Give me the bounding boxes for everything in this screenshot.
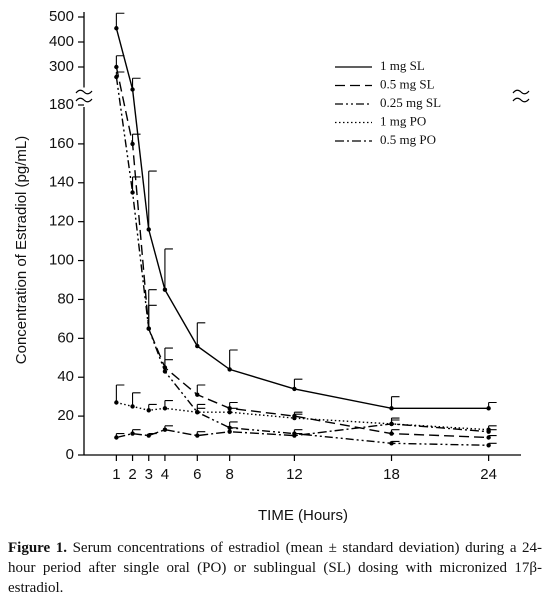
- data-point: [227, 410, 232, 415]
- error-bar: [164, 248, 173, 290]
- data-point: [130, 141, 135, 147]
- y-tick-label: 500: [49, 8, 74, 25]
- error-bar: [115, 12, 125, 29]
- error-bar: [229, 349, 238, 370]
- error-bar: [164, 347, 173, 368]
- legend-label: 0.25 mg SL: [380, 95, 441, 110]
- error-bar: [148, 170, 157, 230]
- data-point: [389, 421, 394, 427]
- data-point: [486, 429, 491, 434]
- series-line: [115, 66, 489, 439]
- data-point: [114, 26, 119, 31]
- data-point: [114, 435, 119, 440]
- y-tick-label: 160: [49, 135, 74, 152]
- data-point: [162, 287, 168, 292]
- y-tick-label: 180: [49, 96, 74, 113]
- y-tick-label: 120: [49, 213, 74, 230]
- data-point: [389, 441, 394, 446]
- legend-label: 0.5 mg PO: [380, 132, 436, 147]
- x-tick-label: 24: [480, 466, 497, 483]
- data-point: [292, 433, 297, 438]
- y-tick-label: 140: [49, 174, 74, 191]
- data-point: [486, 443, 491, 448]
- error-bar: [132, 176, 141, 193]
- data-point: [227, 367, 232, 372]
- y-tick-label: 100: [49, 252, 74, 269]
- error-bar: [132, 392, 141, 407]
- x-tick-label: 12: [286, 466, 303, 483]
- x-tick-label: 8: [225, 466, 233, 483]
- data-point: [146, 433, 151, 438]
- data-point: [486, 435, 491, 440]
- error-bar: [148, 304, 157, 329]
- data-point: [195, 343, 200, 349]
- data-point: [486, 406, 491, 411]
- x-tick-label: 1: [112, 466, 120, 483]
- data-point: [195, 410, 200, 415]
- data-point: [114, 400, 119, 405]
- x-tick-label: 3: [145, 466, 153, 483]
- y-tick-label: 400: [49, 33, 74, 50]
- x-tick-label: 2: [128, 466, 136, 483]
- data-point: [146, 227, 151, 232]
- caption: Figure 1. Serum concentrations of estrad…: [8, 538, 542, 598]
- data-point: [292, 415, 297, 421]
- data-point: [130, 404, 135, 409]
- data-point: [389, 406, 394, 411]
- legend-label: 0.5 mg SL: [380, 76, 435, 91]
- data-point: [162, 369, 168, 374]
- data-point: [114, 74, 119, 80]
- y-tick-label: 20: [57, 407, 74, 424]
- error-bar: [196, 322, 206, 347]
- series-line: [116, 401, 489, 431]
- data-point: [146, 326, 151, 331]
- series-line: [116, 423, 489, 439]
- x-tick-label: 6: [193, 466, 201, 483]
- x-tick-label: 18: [383, 466, 400, 483]
- data-point: [130, 190, 135, 195]
- error-bar: [148, 289, 157, 329]
- y-tick-label: 0: [66, 446, 74, 463]
- error-bar: [115, 384, 125, 403]
- x-axis-label: TIME (Hours): [258, 507, 348, 524]
- y-tick-label: 40: [57, 368, 74, 385]
- legend-label: 1 mg PO: [380, 113, 426, 128]
- y-tick-label: 60: [57, 329, 74, 346]
- data-point: [162, 427, 168, 432]
- axis-break: [75, 89, 530, 103]
- data-point: [130, 431, 135, 436]
- data-point: [146, 408, 151, 413]
- data-point: [292, 386, 297, 392]
- y-axis-label: Concentration of Estradiol (pg/mL): [13, 136, 30, 364]
- data-point: [195, 433, 200, 438]
- caption-label: Figure 1.: [8, 540, 68, 556]
- caption-text: Serum concentrations of estradiol (mean …: [8, 540, 543, 596]
- data-point: [114, 64, 119, 70]
- data-point: [389, 431, 394, 436]
- y-tick-label: 300: [49, 58, 74, 75]
- chart: Concentration of Estradiol (pg/mL) TIME …: [13, 8, 530, 524]
- data-point: [130, 87, 135, 92]
- data-point: [195, 392, 200, 397]
- x-tick-label: 4: [161, 466, 169, 483]
- y-tick-label: 80: [57, 290, 74, 307]
- data-point: [162, 406, 168, 411]
- legend-label: 1 mg SL: [380, 58, 425, 73]
- data-point: [227, 429, 232, 434]
